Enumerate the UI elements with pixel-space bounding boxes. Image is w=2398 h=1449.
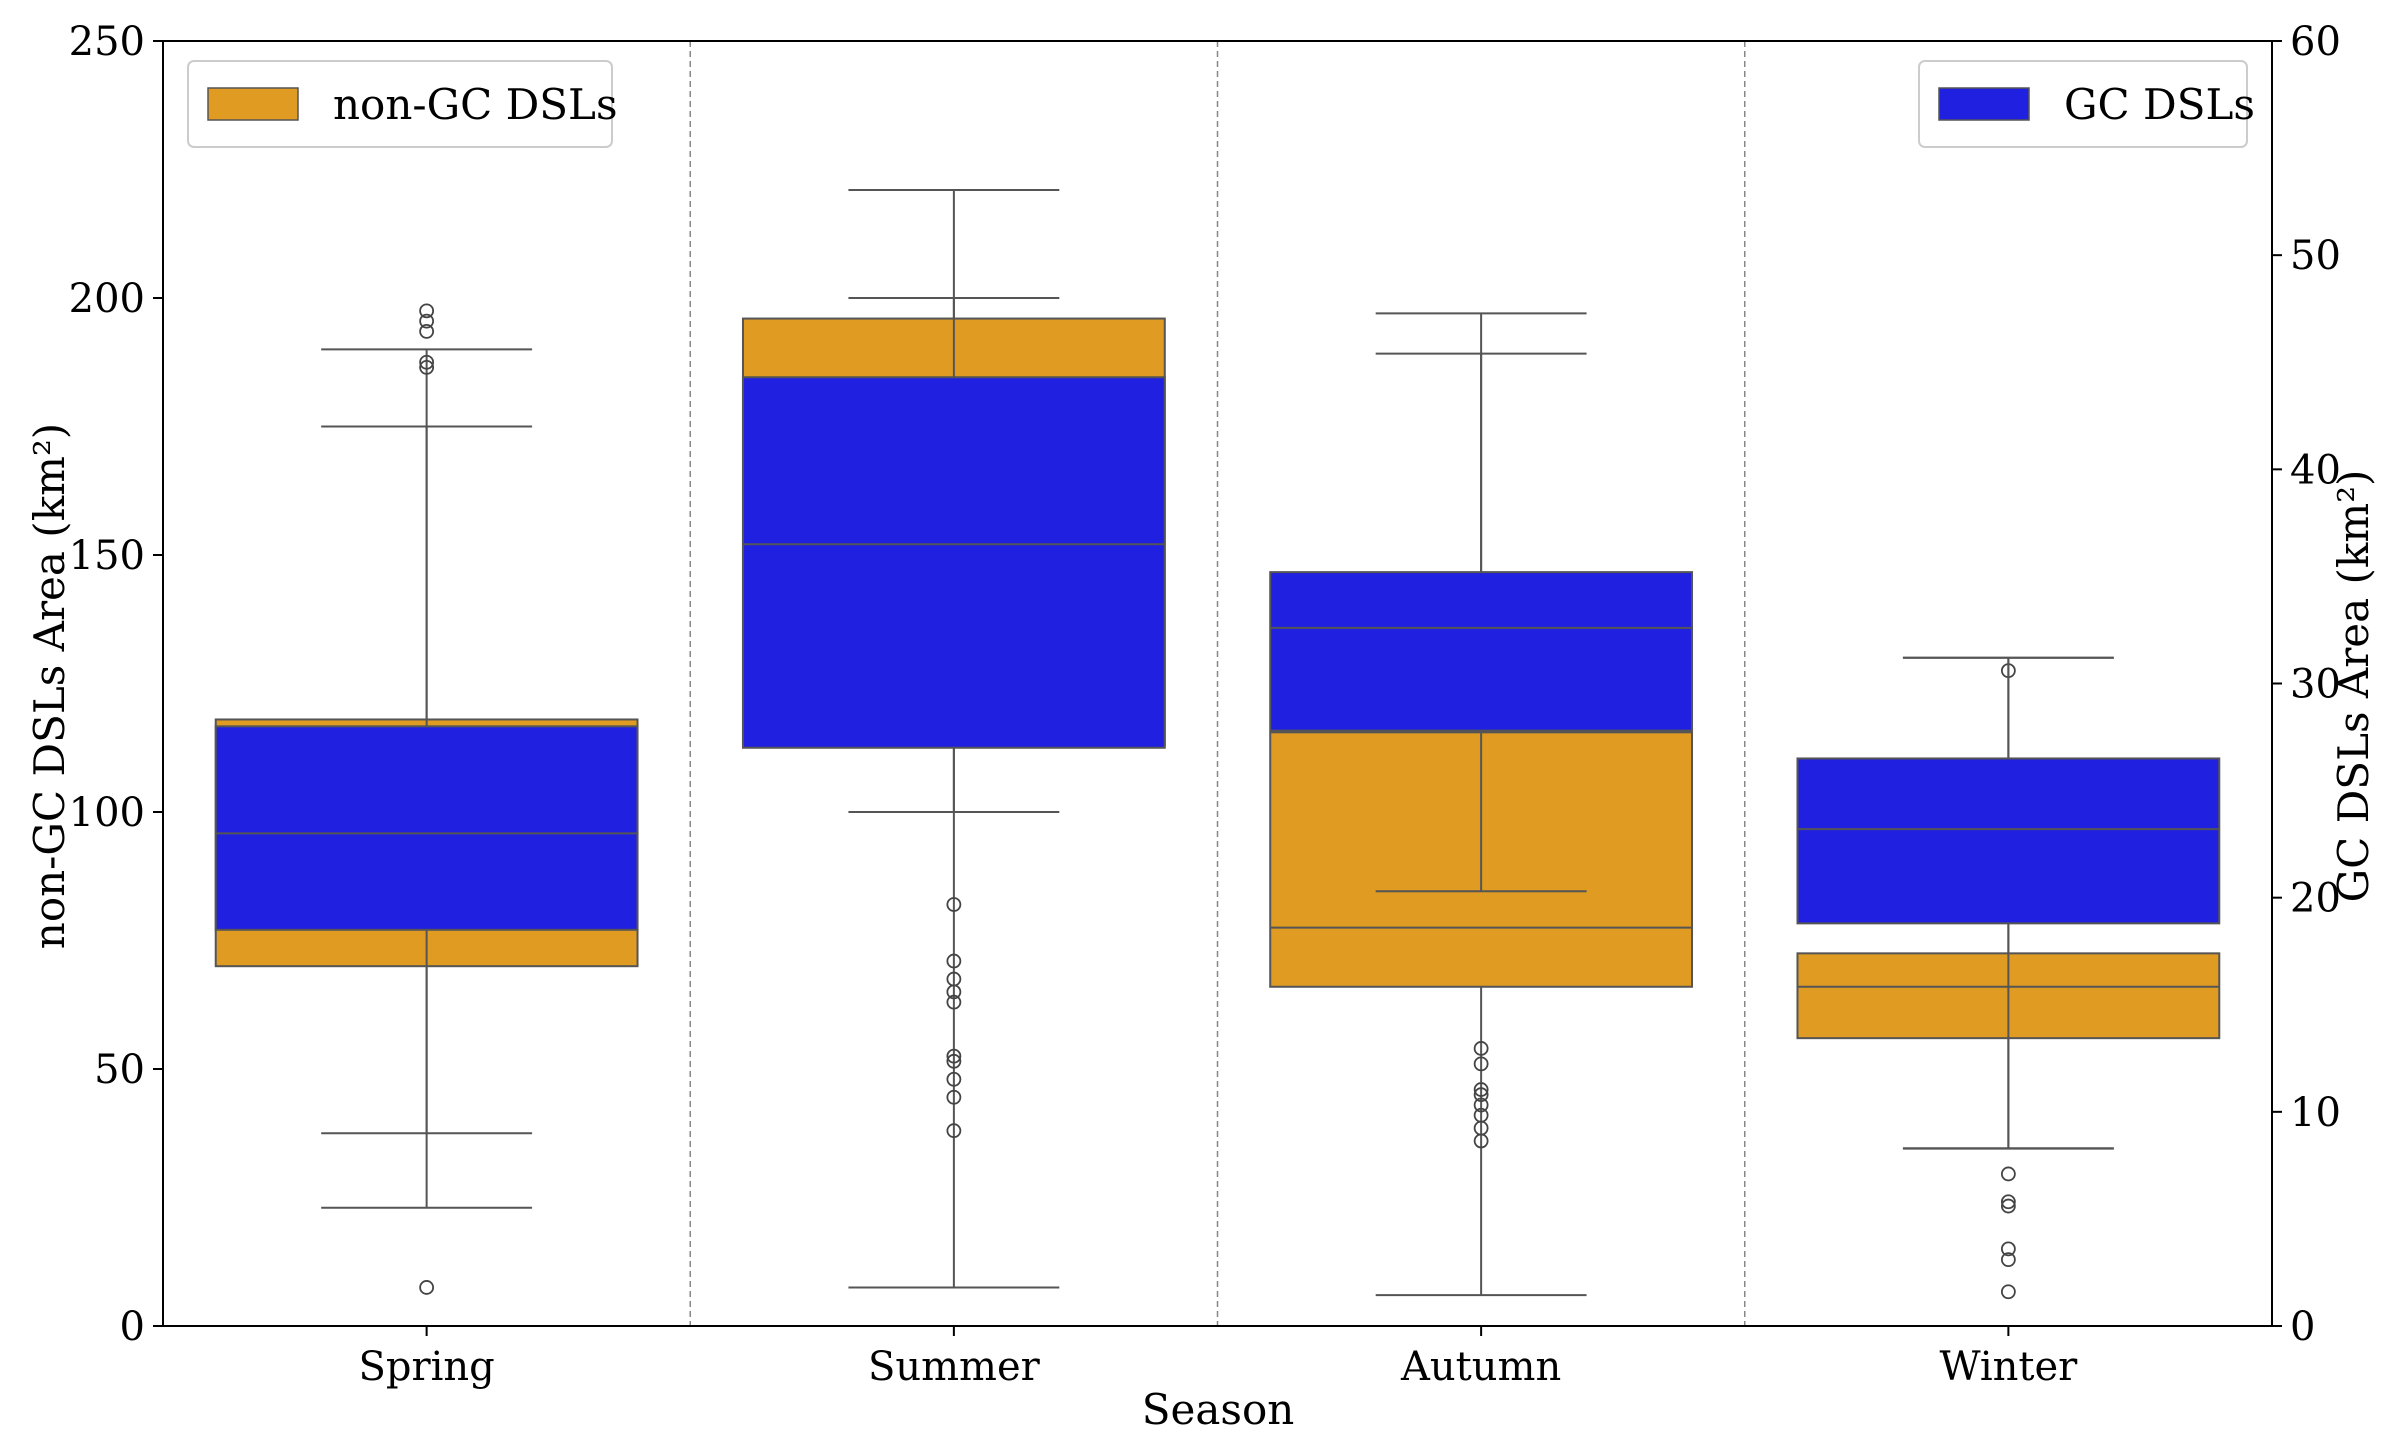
y-left-tick-label: 250 bbox=[69, 19, 145, 65]
x-tick-label: Summer bbox=[868, 1344, 1041, 1390]
y-right-tick-label: 20 bbox=[2290, 876, 2341, 922]
gc-dsls-box-autumn bbox=[1269, 352, 1694, 893]
outlier-point bbox=[946, 1089, 962, 1105]
y-right-tick-label: 40 bbox=[2290, 447, 2341, 493]
outlier-point bbox=[419, 359, 435, 375]
y-right-tick-label: 30 bbox=[2290, 662, 2341, 708]
outlier-point bbox=[1473, 1082, 1489, 1097]
outlier-point bbox=[946, 953, 962, 969]
y-right-tick-label: 50 bbox=[2290, 233, 2341, 279]
outlier-point bbox=[2000, 1241, 2016, 1257]
outlier-point bbox=[1473, 1087, 1489, 1103]
outlier-point bbox=[946, 1123, 962, 1139]
outlier-point bbox=[946, 994, 962, 1010]
outlier-point bbox=[419, 354, 435, 370]
legend-swatch bbox=[207, 87, 299, 121]
y-axis-right-title: GC DSLs Area (km²) bbox=[2329, 470, 2378, 903]
iqr-box bbox=[1269, 571, 1694, 732]
outlier-point bbox=[2000, 1166, 2016, 1182]
outlier-point bbox=[946, 971, 962, 987]
legend-frame bbox=[1918, 60, 2248, 148]
iqr-box bbox=[214, 725, 639, 931]
outlier-point bbox=[1473, 1107, 1489, 1123]
plot-area: Spring Summer Autumn Winter 0 50 100 150 200 250 0… bbox=[69, 19, 2341, 1390]
y-right-tick-label: 10 bbox=[2290, 1090, 2341, 1136]
outlier-point bbox=[419, 324, 435, 339]
legend-label: GC DSLs bbox=[2064, 80, 2255, 129]
outlier-point bbox=[2000, 1252, 2016, 1268]
gc-dsls-box-spring bbox=[214, 425, 639, 1135]
outlier-point bbox=[946, 897, 962, 912]
y-left-tick-label: 150 bbox=[69, 533, 145, 579]
legend-gc-dsls: GC DSLs bbox=[1918, 60, 2255, 148]
legend-swatch bbox=[1938, 87, 2030, 121]
iqr-box bbox=[741, 376, 1166, 749]
outlier-point bbox=[946, 1048, 962, 1064]
y-left-tick-label: 0 bbox=[120, 1304, 145, 1350]
y-left-tick-label: 50 bbox=[94, 1047, 145, 1093]
y-right-tick-label: 0 bbox=[2290, 1304, 2315, 1350]
gc-dsls-box-winter bbox=[1796, 656, 2221, 1300]
outlier-point bbox=[1473, 1056, 1489, 1072]
x-tick-label: Spring bbox=[358, 1344, 494, 1390]
outlier-point bbox=[2000, 1284, 2016, 1300]
legend-non-gc-dsls: non-GC DSLs bbox=[187, 60, 618, 148]
outlier-point bbox=[2000, 1194, 2016, 1210]
x-tick-label: Winter bbox=[1939, 1344, 2078, 1390]
x-axis-title: Season bbox=[1142, 1385, 1295, 1434]
y-left-tick-label: 100 bbox=[69, 790, 145, 836]
legend-frame bbox=[187, 60, 613, 148]
y-left-tick-label: 200 bbox=[69, 276, 145, 322]
outlier-point bbox=[1473, 1041, 1489, 1056]
iqr-box bbox=[1796, 757, 2221, 925]
x-tick-label: Autumn bbox=[1400, 1344, 1561, 1390]
y-axis-left-title: non-GC DSLs Area (km²) bbox=[25, 423, 74, 949]
outlier-point bbox=[946, 1053, 962, 1069]
outlier-point bbox=[1473, 1097, 1489, 1113]
outlier-point bbox=[419, 1280, 435, 1295]
outlier-point bbox=[2000, 1198, 2016, 1214]
outlier-point bbox=[946, 1071, 962, 1087]
legend-label: non-GC DSLs bbox=[333, 80, 618, 129]
outlier-point bbox=[419, 303, 435, 319]
outlier-point bbox=[419, 313, 435, 329]
y-right-tick-label: 60 bbox=[2290, 19, 2341, 65]
gc-dsls-box-summer bbox=[741, 297, 1166, 813]
